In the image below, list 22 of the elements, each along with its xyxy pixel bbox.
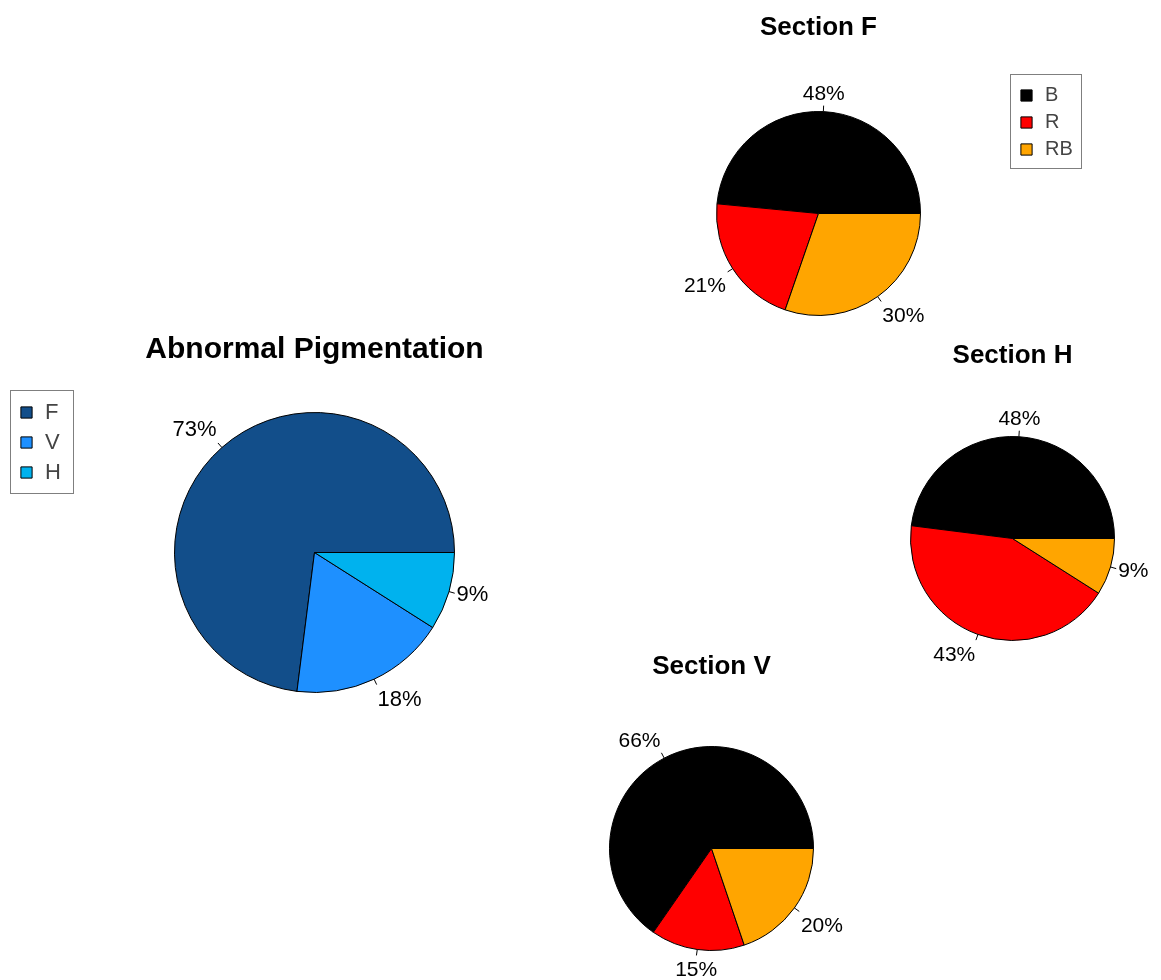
data-label: 9% (456, 581, 489, 607)
legend-label: V (45, 429, 61, 455)
data-label: 21% (683, 272, 726, 296)
data-label: 15% (675, 957, 718, 980)
data-label: 66% (618, 728, 661, 752)
legend-label: RB (1045, 137, 1073, 160)
chart-title: Section F (759, 10, 878, 41)
data-label: 48% (802, 80, 845, 104)
data-label: 43% (933, 642, 976, 665)
legend-label: H (45, 459, 62, 485)
legend-label: B (1045, 83, 1060, 106)
legend-label: R (1045, 110, 1061, 133)
chart-title: Section V (652, 649, 772, 680)
data-label: 48% (998, 405, 1041, 429)
data-label: 18% (377, 686, 422, 712)
legend-label: F (45, 399, 60, 425)
data-label: 30% (882, 303, 925, 327)
data-label: 20% (800, 912, 843, 936)
chart-title: Abnormal Pigmentation (145, 331, 484, 364)
data-label: 9% (1118, 557, 1149, 581)
chart-title: Section H (952, 338, 1073, 369)
data-label: 73% (172, 416, 217, 442)
